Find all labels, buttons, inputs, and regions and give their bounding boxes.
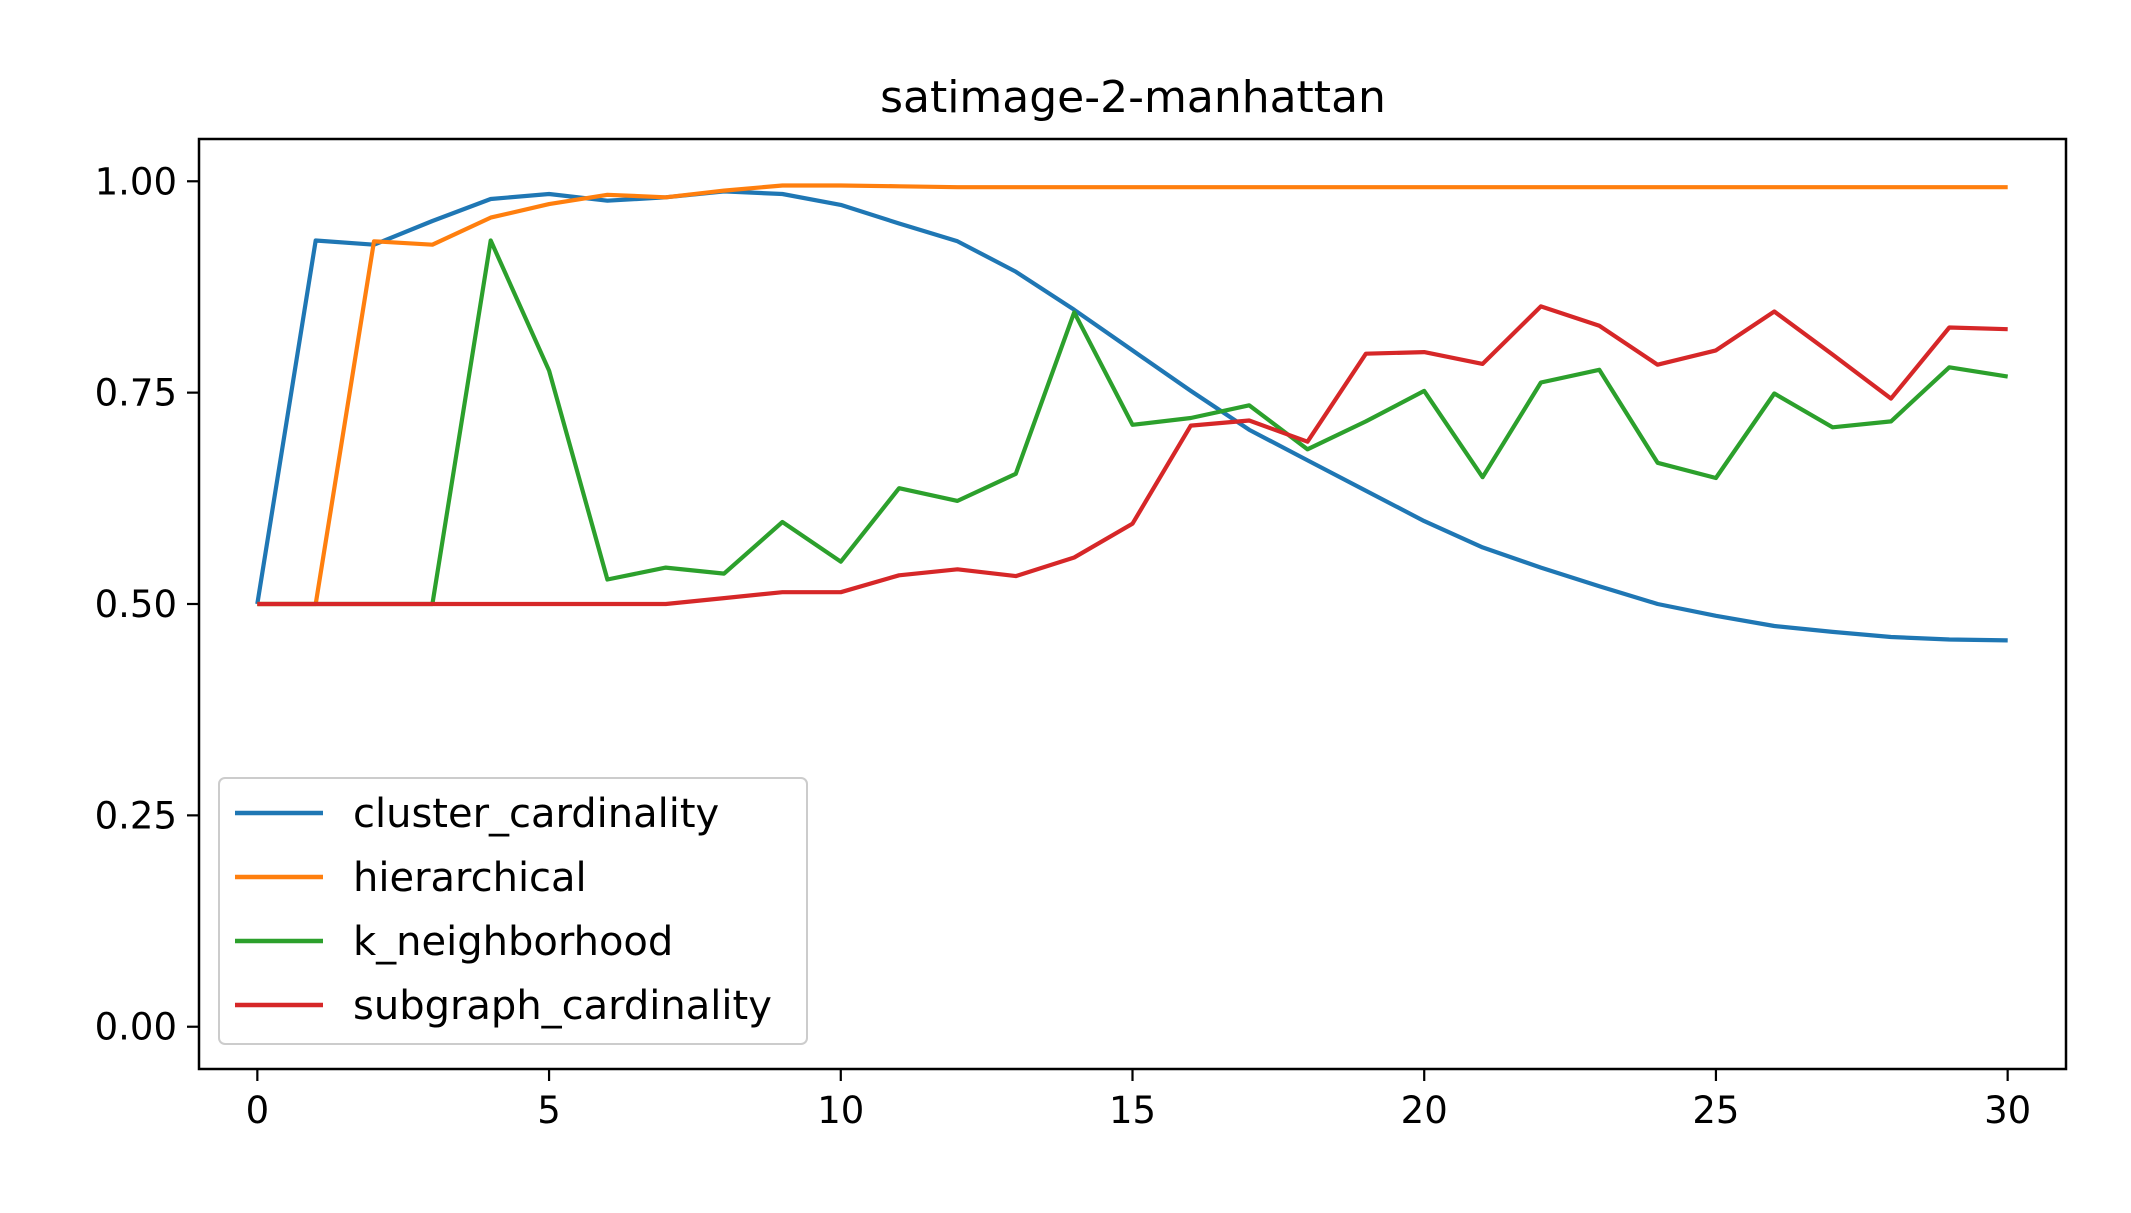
legend-label-1: hierarchical	[353, 855, 587, 901]
x-tick-label: 10	[817, 1089, 864, 1132]
series-line-2	[257, 238, 2009, 607]
x-tick-label: 20	[1401, 1089, 1448, 1132]
series-line-0	[255, 189, 2008, 643]
y-tick-label: 0.75	[95, 372, 177, 415]
axis-ticks: 0 5 10 15 20 25 30 0.00 0.25 0.50 0.75 1.00	[95, 160, 2032, 1132]
legend-label-2: k_neighborhood	[353, 919, 673, 965]
y-tick-label: 1.00	[95, 160, 177, 203]
legend-label-0: cluster_cardinality	[353, 791, 719, 837]
legend-label-3: subgraph_cardinality	[353, 983, 772, 1029]
legend: cluster_cardinality hierarchical k_neighbo…	[218, 777, 808, 1045]
x-tick-label: 30	[1984, 1089, 2031, 1132]
x-tick-label: 5	[537, 1089, 561, 1132]
y-tick-label: 0.00	[95, 1006, 177, 1049]
x-tick-label: 25	[1692, 1089, 1739, 1132]
legend-box	[218, 777, 808, 1045]
x-tick-label: 15	[1109, 1089, 1156, 1132]
plot-area	[255, 183, 2009, 643]
x-tick-label: 0	[246, 1089, 270, 1132]
series-line-1	[257, 183, 2008, 607]
series-line-3	[257, 304, 2008, 607]
y-tick-label: 0.25	[95, 794, 177, 837]
chart-title: satimage-2-manhattan	[880, 72, 1386, 123]
y-tick-label: 0.50	[95, 583, 177, 626]
